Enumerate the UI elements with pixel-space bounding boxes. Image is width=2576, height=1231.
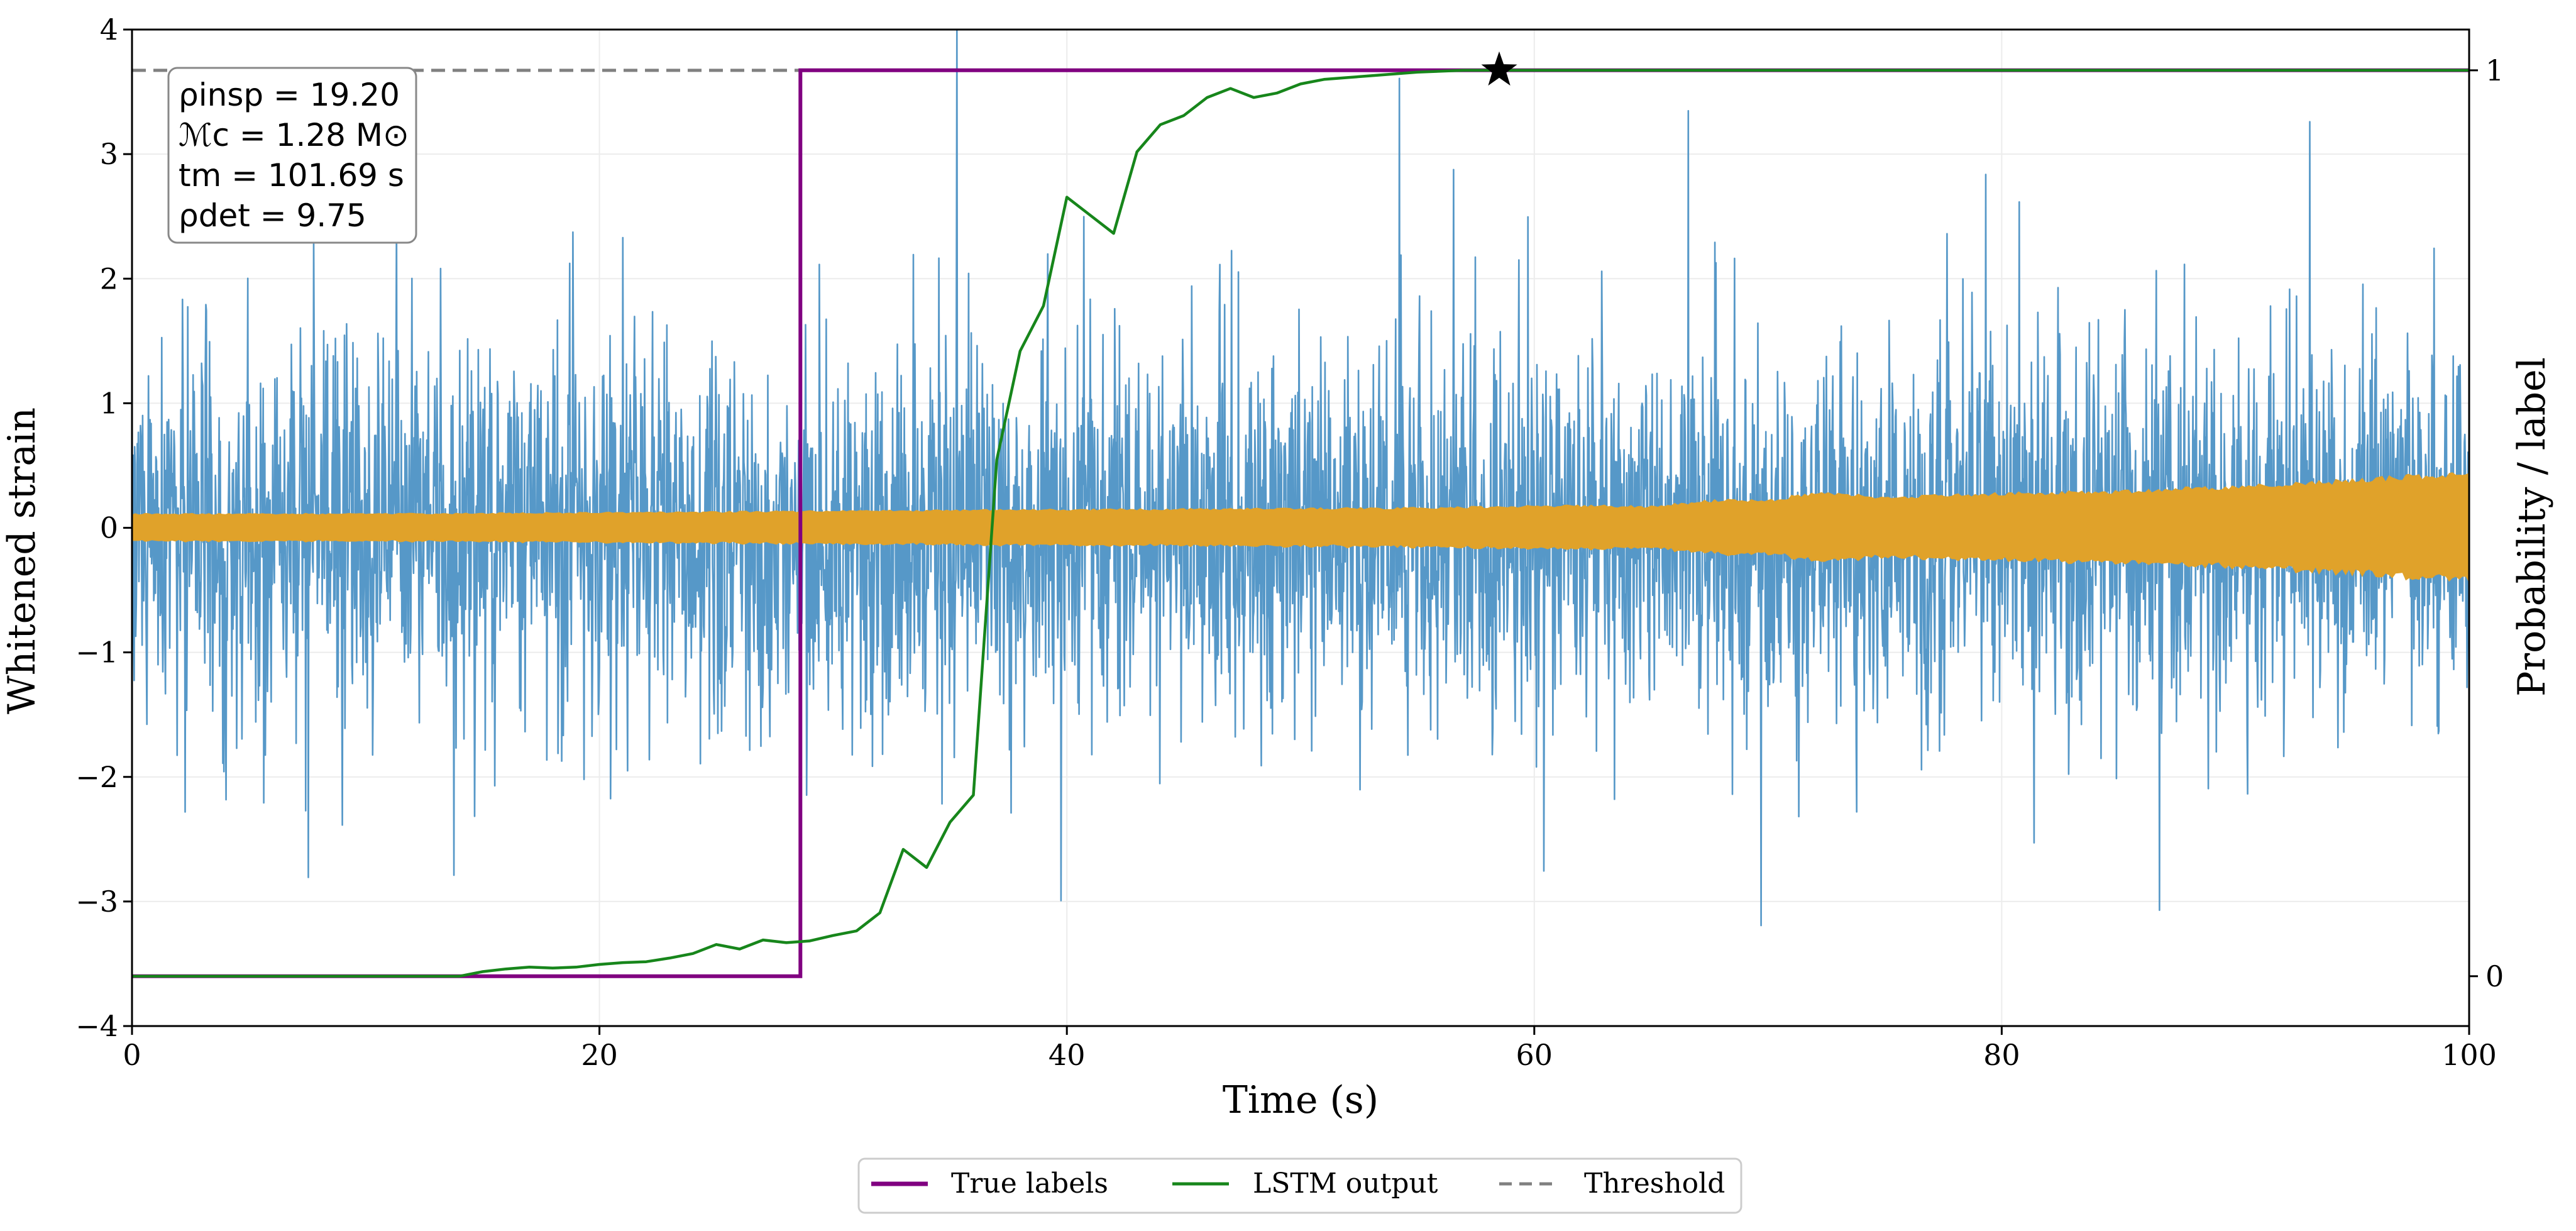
y-tick-label: 0: [100, 511, 118, 545]
y-axis-label: Whitened strain: [0, 407, 44, 714]
legend-lstm-output: LSTM output: [1253, 1168, 1438, 1200]
x-tick-label: 80: [1983, 1038, 2020, 1072]
lstm-output-series: [132, 69, 2469, 978]
y-right-axis-label: Probability / label: [2510, 357, 2554, 697]
annotation-chirp-mass: ℳc = 1.28 M⊙: [179, 117, 409, 153]
annotation-box: ρinsp = 19.20 ℳc = 1.28 M⊙ tm = 101.69 s…: [167, 67, 417, 244]
x-tick-label: 0: [123, 1038, 141, 1072]
y-tick-label: −3: [75, 885, 118, 919]
legend-threshold: Threshold: [1584, 1168, 1725, 1200]
y-tick-label: 3: [100, 137, 118, 171]
annotation-merger-time: tm = 101.69 s: [179, 157, 404, 194]
whitened-strain-series: [132, 30, 2469, 927]
legend-true-labels: True labels: [951, 1168, 1108, 1200]
detection-star-marker: [1481, 51, 1517, 86]
annotation-rho-det: ρdet = 9.75: [179, 197, 366, 234]
legend: True labels LSTM output Threshold: [857, 1157, 1742, 1214]
annotation-rho-insp: ρinsp = 19.20: [179, 77, 400, 113]
y-tick-label: −1: [75, 636, 118, 670]
y-right-tick-label: 1: [2485, 53, 2504, 87]
y-tick-label: 1: [100, 386, 118, 420]
x-tick-label: 40: [1049, 1038, 1086, 1072]
y-right-tick-label: 0: [2485, 959, 2504, 993]
injected-signal-series: [132, 472, 2469, 583]
y-tick-label: 2: [100, 262, 118, 295]
y-tick-label: −2: [75, 760, 118, 794]
x-tick-label: 20: [581, 1038, 618, 1072]
x-axis-label: Time (s): [1223, 1078, 1379, 1122]
y-tick-label: 4: [100, 13, 118, 47]
x-tick-label: 100: [2441, 1038, 2497, 1072]
x-tick-label: 60: [1516, 1038, 1553, 1072]
y-tick-label: −4: [75, 1009, 118, 1043]
